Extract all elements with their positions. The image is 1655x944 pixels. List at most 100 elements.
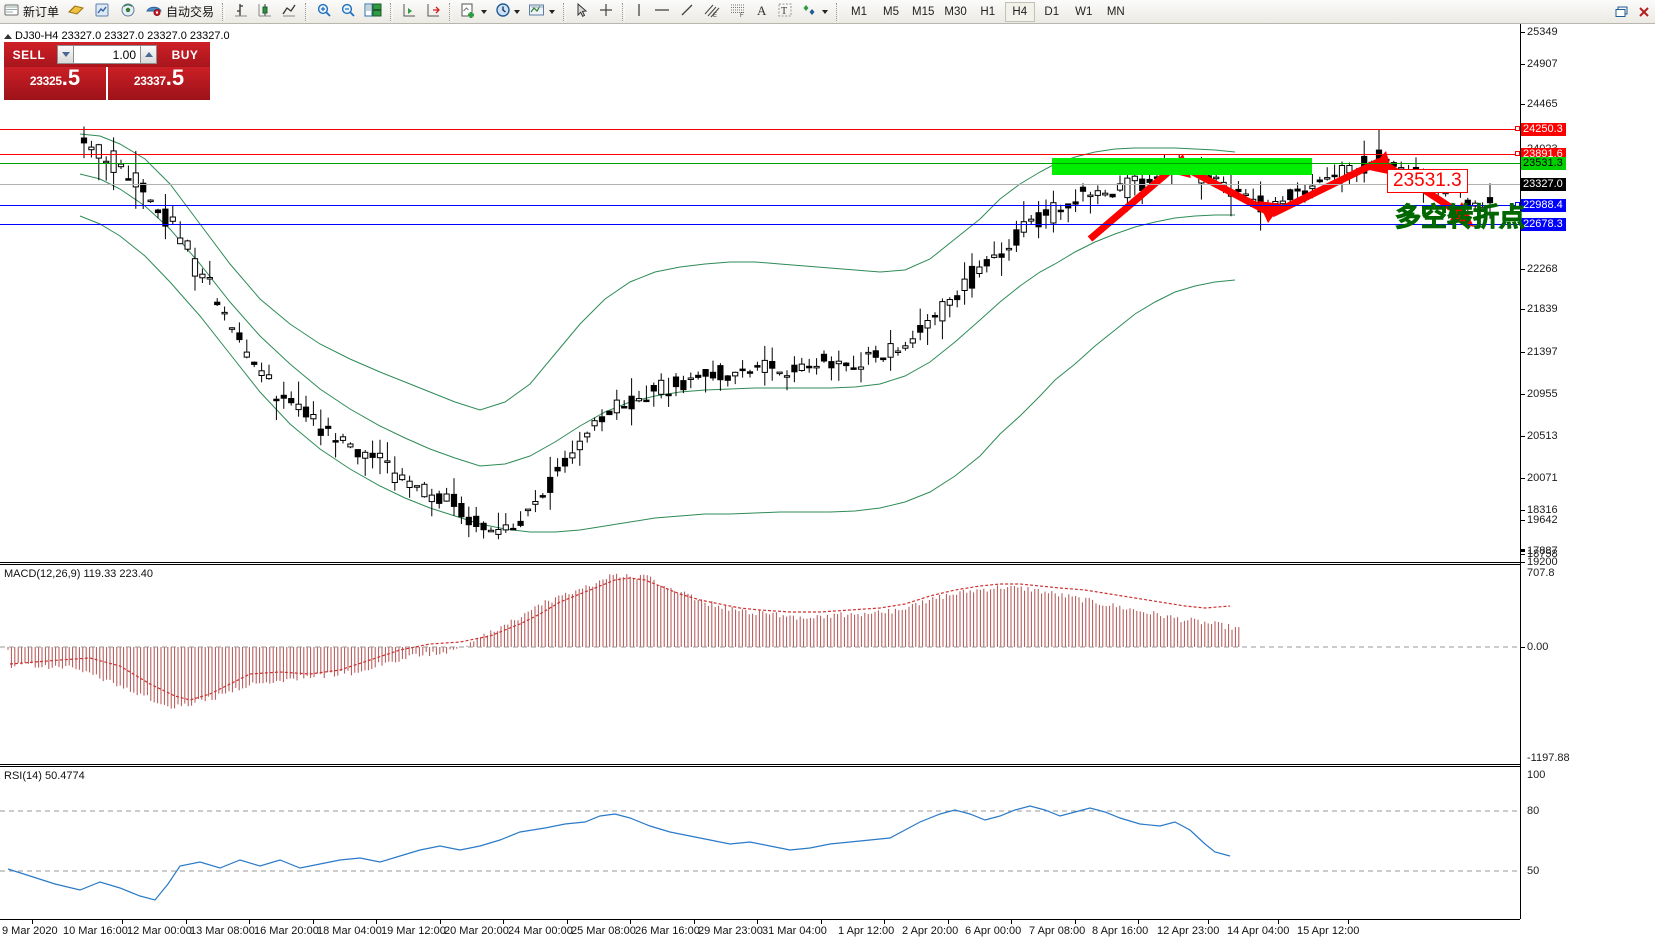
vertical-line-button[interactable] [630, 1, 648, 23]
text-label-button[interactable]: A [752, 1, 772, 23]
indicators-icon [460, 2, 478, 21]
candle-body [354, 449, 361, 458]
resistance-line-24250-handle[interactable] [1515, 126, 1520, 131]
indicators-button[interactable] [457, 1, 490, 23]
support-zone-rectangle[interactable] [1052, 158, 1312, 175]
timeframe-h1[interactable]: H1 [980, 5, 996, 18]
candle-body [968, 265, 976, 289]
chevron-down-icon[interactable] [514, 9, 521, 14]
chinese-text-annotation[interactable]: 多空转折点 [1394, 202, 1526, 233]
timeframe-m5[interactable]: M5 [883, 5, 900, 18]
chevron-down-icon[interactable] [822, 9, 829, 14]
candle-body [1057, 209, 1064, 213]
candle-body [813, 365, 820, 369]
candle-body [117, 163, 125, 168]
auto-trading-button[interactable]: 自动交易 [142, 1, 217, 23]
candle-body [399, 474, 406, 481]
support-line-22988[interactable] [0, 205, 1520, 206]
zoom-out-button[interactable] [337, 1, 359, 23]
restore-window-button[interactable] [1612, 1, 1632, 23]
candlestick-chart-button[interactable] [254, 1, 276, 23]
time-label-1: 10 Mar 16:00 [63, 925, 128, 937]
candle-body [524, 508, 532, 512]
price-tag-23531[interactable]: 23531.3 [1521, 157, 1566, 170]
timeframe-group: M1 M5 M15 M30 H1 H4 D1 W1 MN [843, 1, 1132, 22]
equidistant-channel-icon: E [703, 2, 721, 21]
new-order-button[interactable]: 新订单 [1, 1, 62, 23]
timeframe-mn[interactable]: MN [1106, 5, 1125, 18]
period-button[interactable] [492, 1, 523, 23]
resistance-line-24250[interactable] [0, 129, 1520, 130]
time-label-18: 12 Apr 23:00 [1157, 925, 1220, 937]
volume-increase-button[interactable] [140, 45, 157, 64]
timeframe-w1[interactable]: W1 [1075, 5, 1093, 18]
expert-advisor-icon [67, 2, 85, 21]
timeframe-m15[interactable]: M15 [912, 5, 935, 18]
tile-windows-button[interactable] [361, 1, 385, 23]
candle-body [421, 483, 428, 498]
price-tag-last-23327[interactable]: 23327.0 [1521, 178, 1566, 191]
price-tick-22268: 22268 [1527, 263, 1558, 275]
zoom-in-button[interactable] [313, 1, 335, 23]
crosshair-button[interactable] [595, 1, 617, 23]
trendline-button[interactable] [676, 1, 698, 23]
market-button[interactable] [116, 1, 140, 23]
candle-body [635, 398, 643, 402]
text-icon: T [777, 2, 793, 21]
rsi-tick-50: 50 [1527, 865, 1540, 877]
candle-body [169, 216, 176, 222]
buy-price-box[interactable]: 23337.5 [108, 67, 210, 100]
timeframe-m30[interactable]: M30 [944, 5, 967, 18]
candle-body [843, 362, 850, 367]
volume-decrease-button[interactable] [57, 45, 74, 64]
cursor-button[interactable] [571, 1, 593, 23]
sell-price-box[interactable]: 23325.5 [4, 67, 106, 100]
one-click-trading-panel[interactable]: SELL 1.00 BUY 23325.5 23337.5 [4, 42, 210, 100]
collapse-triangle-icon[interactable] [4, 33, 12, 39]
equidistant-channel-button[interactable]: E [700, 1, 724, 23]
support-line-22988-handle[interactable] [1515, 202, 1520, 207]
signals-button[interactable] [90, 1, 114, 23]
close-window-button[interactable] [1634, 1, 1654, 23]
timeframe-m1[interactable]: M1 [851, 5, 868, 18]
period-icon [495, 2, 511, 21]
candle-body [983, 259, 990, 267]
chevron-down-icon[interactable] [481, 9, 488, 14]
sell-button[interactable]: SELL [4, 42, 54, 67]
candle-body [258, 370, 265, 376]
price-tag-22988[interactable]: 22988.4 [1521, 199, 1566, 212]
chevron-down-icon[interactable] [549, 9, 556, 14]
text-button[interactable]: T [774, 1, 796, 23]
bar-chart-icon [233, 2, 249, 21]
chart-shift-button[interactable] [398, 1, 420, 23]
bar-chart-button[interactable] [230, 1, 252, 23]
line-chart-button[interactable] [278, 1, 300, 23]
candle-body [384, 460, 391, 463]
time-axis[interactable] [0, 919, 1520, 920]
trendline-icon [679, 2, 695, 21]
chart-canvas[interactable]: 25349 24907 24465 24023 23152 22268 2183… [0, 24, 1655, 944]
price-annotation-box[interactable]: 23531.3 [1387, 169, 1468, 193]
volume-stepper[interactable]: 1.00 [54, 42, 160, 67]
price-axis[interactable] [1520, 24, 1521, 919]
timeframe-h4[interactable]: H4 [1004, 1, 1035, 22]
fibonacci-button[interactable]: F [726, 1, 750, 23]
support-line-22678[interactable] [0, 224, 1520, 225]
shapes-button[interactable] [798, 1, 831, 23]
price-tag-24250[interactable]: 24250.3 [1521, 123, 1566, 136]
macd-signal-line [9, 577, 1231, 701]
resistance-line-23891-handle[interactable] [1515, 151, 1520, 156]
expert-advisor-button[interactable] [64, 1, 88, 23]
candle-body [339, 436, 347, 441]
candle-body [347, 443, 354, 448]
price-tick-17887: 17887 [1527, 545, 1558, 557]
horizontal-line-button[interactable] [650, 1, 674, 23]
support-line-23531[interactable] [0, 163, 1520, 164]
buy-button[interactable]: BUY [160, 42, 210, 67]
timeframe-d1[interactable]: D1 [1044, 5, 1060, 18]
price-tag-22678[interactable]: 22678.3 [1521, 218, 1566, 231]
volume-input[interactable]: 1.00 [74, 45, 140, 64]
resistance-line-23891[interactable] [0, 154, 1520, 155]
auto-scroll-button[interactable] [422, 1, 444, 23]
templates-button[interactable] [525, 1, 558, 23]
